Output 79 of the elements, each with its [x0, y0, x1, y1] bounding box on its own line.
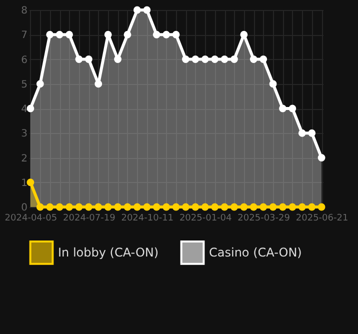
point	[162, 30, 170, 38]
point	[192, 203, 200, 211]
point	[162, 203, 170, 211]
point	[26, 104, 34, 112]
point	[56, 203, 64, 211]
x-tick-label: 2025-03-29	[238, 214, 290, 224]
point	[279, 203, 286, 211]
point	[230, 56, 238, 63]
point	[84, 56, 92, 63]
y-tick-label: 8	[21, 6, 28, 16]
point	[318, 203, 326, 211]
point	[124, 30, 132, 38]
point	[288, 104, 296, 112]
point	[114, 203, 122, 211]
point	[279, 104, 286, 112]
point	[143, 6, 151, 14]
point	[75, 56, 83, 63]
x-tick-label: 2024-04-05	[4, 214, 58, 224]
y-tick-label: 2	[21, 153, 28, 164]
point	[84, 203, 92, 211]
y-tick-label: 5	[21, 79, 28, 90]
point	[298, 203, 306, 211]
x-tick-label: 2024-07-19	[63, 214, 116, 224]
point	[143, 203, 151, 211]
point	[114, 56, 122, 63]
point	[211, 56, 219, 63]
point	[230, 203, 238, 211]
point	[192, 56, 200, 63]
point	[318, 154, 326, 162]
y-tick-label: 0	[21, 202, 28, 214]
point	[201, 56, 209, 63]
point	[36, 203, 44, 211]
point	[75, 203, 83, 211]
point	[124, 203, 132, 211]
point	[182, 56, 190, 63]
point	[104, 30, 112, 38]
point	[26, 178, 34, 186]
y-tick-label: 7	[21, 30, 28, 42]
point	[172, 203, 180, 211]
point	[240, 30, 248, 38]
point	[94, 80, 102, 88]
point	[269, 80, 277, 88]
x-tick-label: 2025-01-04	[179, 214, 232, 224]
point	[260, 203, 268, 211]
point	[133, 203, 141, 211]
point	[152, 30, 160, 38]
point	[36, 80, 44, 88]
point	[133, 6, 141, 14]
point	[66, 30, 73, 38]
point	[260, 56, 268, 63]
point	[240, 203, 248, 211]
point	[288, 203, 296, 211]
point	[220, 203, 228, 211]
point	[46, 203, 54, 211]
point	[182, 203, 190, 211]
point	[298, 129, 306, 137]
y-tick-label: 3	[21, 128, 28, 140]
legend-label: Casino (CA-ON)	[209, 246, 302, 260]
point	[94, 203, 102, 211]
point	[308, 203, 316, 211]
legend-label: In lobby (CA-ON)	[58, 246, 159, 260]
point	[56, 30, 64, 38]
x-tick-label: 2025-06-21	[296, 214, 348, 224]
point	[46, 30, 54, 38]
point	[172, 30, 180, 38]
point	[269, 203, 277, 211]
point	[201, 203, 209, 211]
point	[104, 203, 112, 211]
point	[308, 129, 316, 137]
x-tick-label: 2024-10-11	[121, 214, 174, 224]
point	[220, 56, 228, 63]
y-tick-label: 1	[21, 178, 28, 189]
point	[211, 203, 219, 211]
y-tick-label: 6	[21, 54, 28, 66]
point	[66, 203, 73, 211]
point	[250, 203, 258, 211]
y-tick-label: 4	[21, 104, 28, 115]
point	[152, 203, 160, 211]
point	[250, 56, 258, 63]
